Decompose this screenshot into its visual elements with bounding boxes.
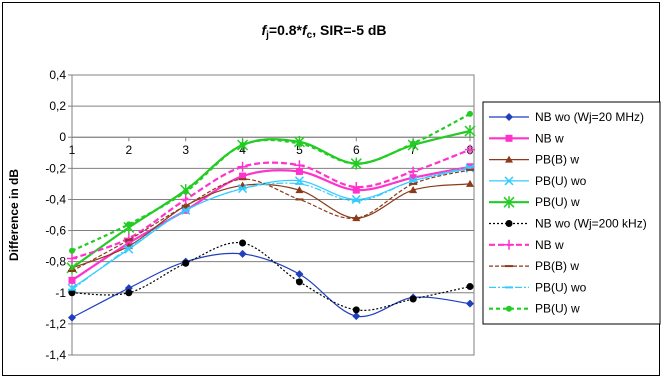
data-point [237,161,248,172]
legend-label: PB(U) wo [535,280,587,294]
data-point [506,305,512,312]
data-point [409,186,418,194]
data-point [466,179,474,187]
legend-item: NB wo (Wj=200 kHz) [489,217,647,231]
legend-item: PB(U) wo [489,174,587,188]
legend-item: NB w [489,131,564,145]
legend-label: PB(U) wo [535,174,587,188]
grid-lines [68,74,474,356]
y-tick-label: -0,2 [45,161,66,175]
data-point [124,244,134,254]
data-point [68,289,76,297]
legend-item: NB wo (Wj=20 MHz) [489,110,644,124]
data-point [409,295,417,303]
data-point [504,176,514,186]
data-point [125,221,132,228]
y-tick-label: -1,4 [45,348,66,362]
legend-label: NB wo (Wj=200 kHz) [535,217,647,231]
data-point [351,182,362,192]
series-line [71,169,471,272]
data-point [466,283,474,291]
y-tick-label: -0,4 [45,192,66,206]
data-point [68,313,76,322]
series-9 [69,110,473,254]
legend-item: PB(U) w [489,195,580,209]
chart-title: fj=0.8*fc, SIR=-5 dB [261,22,386,41]
legend-label: NB w [535,131,564,145]
data-point [294,160,305,171]
data-point [503,196,515,209]
data-point [68,276,76,284]
legend-item: PB(B) w [489,153,579,167]
plot-area [71,74,475,356]
legend-label: PB(U) w [535,302,580,316]
series-line [71,183,471,269]
legend-item: PB(B) w [489,259,579,273]
data-point [351,194,361,204]
series-8 [68,165,474,291]
data-point [505,220,513,227]
legend-label: PB(U) w [535,195,580,209]
data-point [239,172,247,180]
data-point [295,186,304,194]
data-point [295,270,304,279]
data-point [296,140,303,147]
data-point [239,239,247,247]
legend-label: NB wo (Wj=20 MHz) [535,110,644,124]
data-point [352,306,360,314]
legend-item: PB(U) wo [489,280,587,294]
data-point [125,289,133,297]
data-point [352,312,361,321]
y-axis-label: Difference in dB [7,169,21,261]
y-tick-label: -0,6 [45,224,66,238]
legend-item: PB(U) w [489,302,580,316]
data-point [239,142,246,148]
y-tick-labels: 0,4 0,2 0 -0,2 -0,4 -0,6 -0,8 -1 -1,2 -1,4 [45,68,66,362]
y-tick-label: -1 [55,286,66,300]
data-point [353,160,360,167]
data-point [182,188,189,195]
data-point [505,113,513,121]
y-tick-label: 0,4 [49,68,66,82]
data-point [505,134,513,142]
data-point [464,125,476,137]
x-tick-label: 1 [69,143,76,157]
data-point [465,144,475,155]
data-point [409,174,417,182]
data-point [295,167,303,175]
data-point [182,259,190,267]
y-tick-label: 0 [59,130,66,144]
y-tick-label: -1,2 [45,317,66,331]
series-6 [67,144,475,264]
y-tick-label: -0,8 [45,255,66,269]
series-group [66,110,476,322]
data-point [67,253,77,264]
series-line [71,148,471,260]
data-point [410,140,417,147]
y-tick-label: 0,2 [49,99,66,113]
x-tick-label: 6 [353,143,360,157]
data-point [505,155,513,163]
series-7 [68,168,474,272]
series-5 [68,239,474,314]
data-point [238,249,247,258]
x-tick-label: 3 [182,143,189,157]
series-line [71,242,471,311]
legend-item: NB w [489,238,564,252]
legend-label: NB w [535,238,564,252]
data-point [295,278,303,286]
legend-label: PB(B) w [535,259,579,273]
legend: NB wo (Wj=20 MHz) NB w PB(B) w PB(U) wo PB(U… [489,110,647,316]
x-tick-label: 2 [126,143,133,157]
data-point [408,166,419,177]
x-tick-label: 5 [296,143,303,157]
data-point [466,299,474,308]
data-point [467,110,473,117]
data-point [180,194,191,205]
legend-label: PB(B) w [535,153,579,167]
data-point [69,247,75,254]
data-point [504,239,514,250]
